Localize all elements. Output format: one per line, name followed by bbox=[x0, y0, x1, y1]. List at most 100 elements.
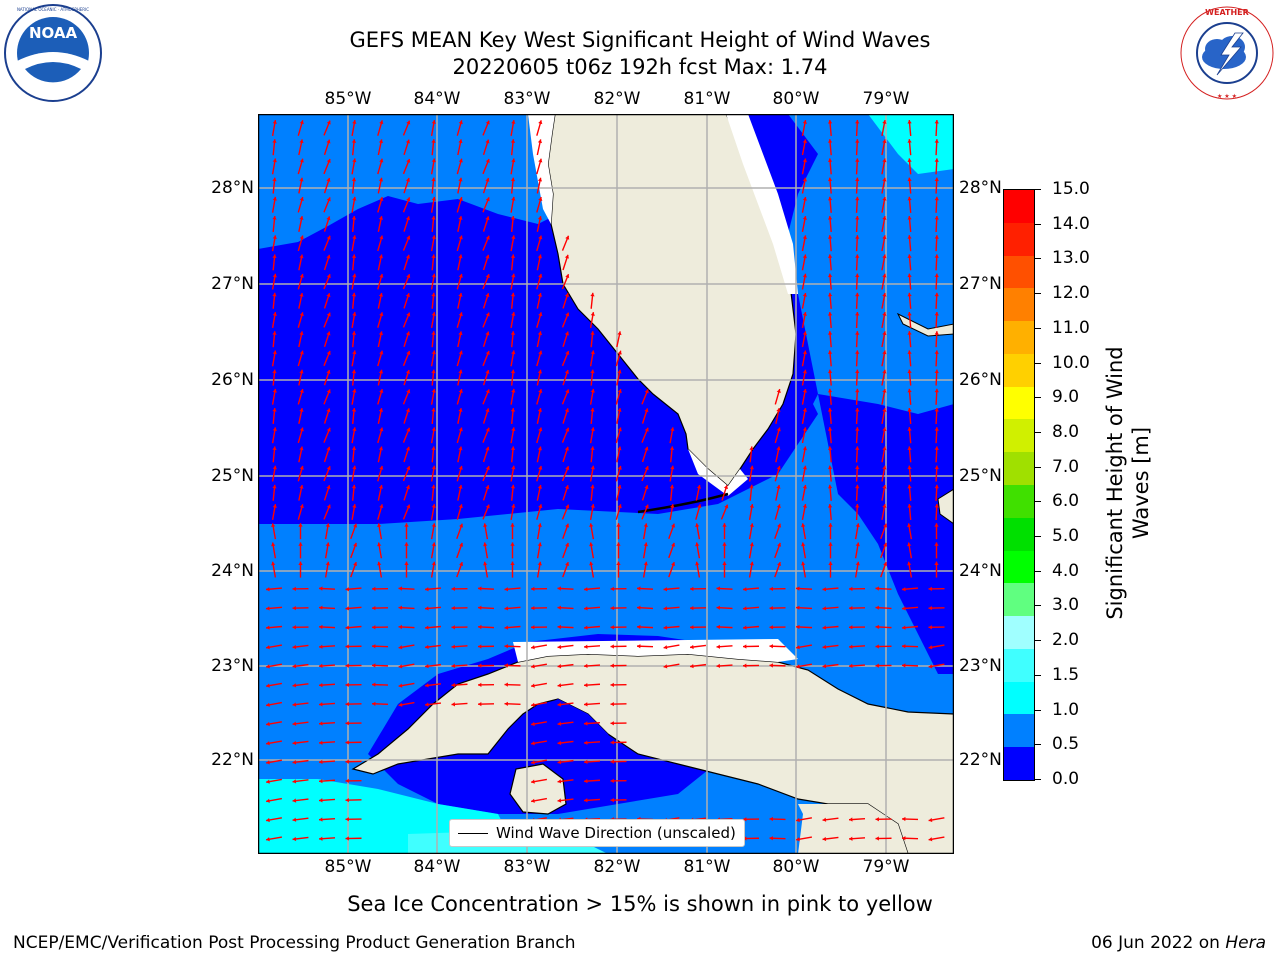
wave-arrow-head bbox=[537, 542, 542, 547]
colorbar-tick-label: 3.0 bbox=[1052, 595, 1080, 616]
wave-arrow-head bbox=[855, 504, 860, 508]
wave-arrow-head bbox=[644, 427, 649, 432]
wave-arrow-head bbox=[749, 523, 754, 528]
wave-arrow-head bbox=[325, 561, 330, 566]
wave-arrow-head bbox=[272, 196, 277, 201]
wave-arrow-head bbox=[319, 702, 323, 707]
colorbar-tick-mark bbox=[1034, 362, 1041, 364]
wave-arrow-head bbox=[537, 139, 543, 144]
wave-arrow-head bbox=[272, 120, 277, 124]
wave-arrow-head bbox=[907, 542, 912, 547]
wave-arrow-head bbox=[802, 216, 807, 220]
wave-arrow-head bbox=[379, 465, 384, 470]
wave-arrow-head bbox=[617, 408, 622, 412]
wave-arrow-head bbox=[907, 465, 912, 470]
wave-arrow-head bbox=[928, 837, 933, 842]
wave-arrow-head bbox=[928, 605, 932, 611]
wave-arrow-head bbox=[405, 331, 410, 336]
wave-arrow-head bbox=[827, 177, 833, 182]
wave-arrow-head bbox=[326, 466, 331, 471]
wave-arrow-head bbox=[326, 120, 331, 125]
wave-arrow-head bbox=[425, 664, 429, 669]
wave-arrow-head bbox=[617, 389, 622, 393]
wave-arrow-head bbox=[326, 369, 331, 374]
wave-arrow-head bbox=[590, 465, 595, 470]
wave-arrow-head bbox=[511, 196, 516, 201]
wave-arrow-head bbox=[716, 605, 720, 610]
wave-arrow-head bbox=[882, 504, 887, 508]
lat-tick-right: 22°N bbox=[959, 750, 1002, 770]
colorbar-tick-label: 8.0 bbox=[1052, 421, 1080, 442]
wave-arrow-head bbox=[610, 740, 614, 745]
wave-arrow-head bbox=[769, 586, 773, 592]
wave-arrow-head bbox=[485, 504, 490, 509]
wave-arrow-head bbox=[485, 274, 490, 279]
colorbar-segment bbox=[1004, 747, 1034, 780]
wave-arrow-head bbox=[902, 625, 906, 630]
wave-arrow-head bbox=[299, 369, 304, 374]
wave-arrow-head bbox=[345, 587, 350, 592]
map-canvas[interactable] bbox=[257, 113, 955, 861]
wave-arrow-head bbox=[406, 427, 411, 432]
cuba-south-land bbox=[798, 804, 908, 854]
wave-arrow-head bbox=[319, 605, 323, 610]
wave-arrow-head bbox=[451, 586, 455, 592]
wave-arrow-head bbox=[610, 778, 614, 784]
nws-logo-icon: WEATHER ★ ★ ★ bbox=[1177, 3, 1277, 103]
wave-arrow-head bbox=[431, 408, 436, 412]
wave-arrow-head bbox=[299, 273, 304, 278]
colorbar-tick-label: 0.0 bbox=[1052, 769, 1080, 789]
wave-arrow-head bbox=[372, 644, 376, 649]
wave-arrow-head bbox=[875, 586, 879, 591]
wave-arrow-head bbox=[902, 587, 906, 592]
wave-arrow-head bbox=[292, 644, 297, 650]
wave-arrow-head bbox=[431, 273, 436, 278]
wave-arrow-head bbox=[907, 139, 912, 143]
wave-arrow-head bbox=[485, 177, 490, 182]
wave-arrow-head bbox=[299, 427, 304, 432]
map-panel[interactable] bbox=[257, 113, 955, 861]
lon-tick-top: 83°W bbox=[503, 89, 551, 109]
wave-arrow-head bbox=[855, 216, 860, 220]
wave-arrow-head bbox=[405, 293, 410, 298]
map-subtitle: 20220605 t06z 192h fcst Max: 1.74 bbox=[452, 55, 828, 79]
wave-arrow-head bbox=[351, 446, 357, 451]
wave-arrow-head bbox=[351, 139, 357, 143]
wave-arrow-head bbox=[855, 350, 860, 354]
wave-arrow-head bbox=[934, 561, 939, 565]
wave-arrow-head bbox=[802, 292, 807, 297]
wave-arrow-head bbox=[510, 369, 516, 374]
wave-arrow-head bbox=[458, 312, 463, 317]
lat-tick-left: 26°N bbox=[211, 370, 254, 390]
svg-text:NOAA: NOAA bbox=[29, 24, 78, 42]
wave-arrow-head bbox=[406, 235, 411, 240]
wave-arrow-head bbox=[352, 158, 357, 163]
wave-arrow-head bbox=[351, 292, 357, 297]
wave-arrow-head bbox=[459, 523, 464, 528]
lon-tick-bottom: 84°W bbox=[413, 857, 461, 877]
wave-arrow-head bbox=[827, 408, 833, 412]
wave-arrow-head bbox=[272, 216, 277, 220]
wave-arrow-head bbox=[827, 196, 833, 201]
wave-arrow-head bbox=[299, 197, 304, 201]
isla-juventud-land bbox=[509, 763, 567, 815]
wave-arrow-head bbox=[425, 606, 429, 611]
wave-arrow-head bbox=[378, 139, 384, 144]
wave-arrow-head bbox=[802, 369, 807, 374]
colorbar-tick-mark bbox=[1034, 674, 1041, 676]
colorbar-tick-label: 15.0 bbox=[1052, 179, 1090, 199]
wave-arrow-head bbox=[510, 177, 516, 182]
wave-arrow-head bbox=[617, 465, 622, 470]
wave-arrow-head bbox=[777, 542, 782, 547]
wave-arrow-head bbox=[802, 484, 807, 489]
wave-arrow-head bbox=[669, 446, 675, 451]
wave-arrow-head bbox=[353, 523, 358, 528]
wave-arrow-head bbox=[827, 350, 833, 354]
wave-arrow-head bbox=[272, 273, 277, 278]
wave-arrow-head bbox=[451, 625, 455, 630]
wave-arrow-head bbox=[822, 644, 827, 650]
wave-arrow-head bbox=[272, 465, 277, 470]
wave-arrow-head bbox=[934, 139, 939, 143]
wave-arrow-head bbox=[266, 645, 270, 650]
wave-arrow-head bbox=[451, 702, 456, 707]
